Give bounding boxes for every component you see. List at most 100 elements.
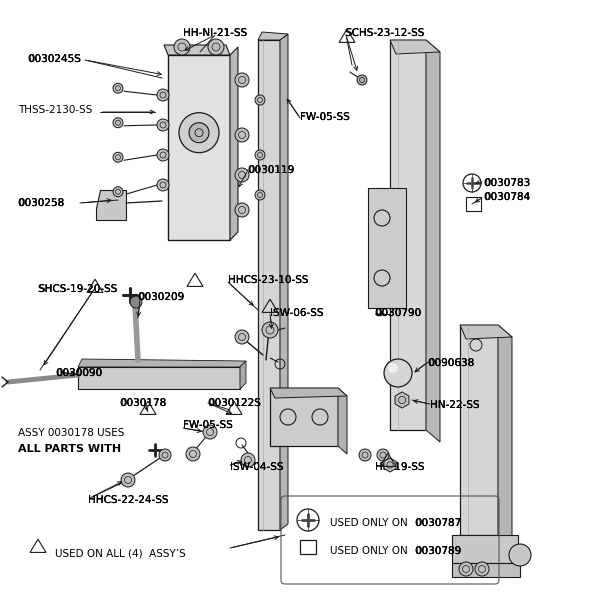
Text: USED ON ALL (4)  ASSY’S: USED ON ALL (4) ASSY’S	[55, 548, 186, 558]
Text: 0030178: 0030178	[120, 398, 166, 408]
Text: 0030122S: 0030122S	[208, 398, 260, 408]
Text: HHCS-22-24-SS: HHCS-22-24-SS	[88, 495, 169, 505]
Text: SHCS-19-20-SS: SHCS-19-20-SS	[38, 284, 117, 294]
Text: 0030784: 0030784	[484, 192, 530, 202]
Polygon shape	[96, 190, 126, 220]
Text: SHCS-19-20-SS: SHCS-19-20-SS	[38, 284, 117, 294]
Circle shape	[189, 122, 209, 143]
Text: HH-NI-21-SS: HH-NI-21-SS	[183, 28, 247, 38]
Circle shape	[157, 89, 169, 101]
Text: 0030790: 0030790	[375, 308, 421, 318]
Text: 0030789: 0030789	[415, 546, 461, 556]
Polygon shape	[258, 40, 280, 530]
Text: THSS-2130-SS: THSS-2130-SS	[18, 105, 92, 115]
Text: 0030258: 0030258	[18, 198, 64, 208]
Circle shape	[475, 562, 489, 576]
Circle shape	[235, 168, 249, 182]
Text: FW-05-SS: FW-05-SS	[183, 420, 233, 430]
Text: ALL PARTS WITH: ALL PARTS WITH	[18, 444, 121, 454]
Polygon shape	[270, 388, 338, 446]
Text: 0030783: 0030783	[484, 178, 530, 188]
Circle shape	[509, 544, 531, 566]
Circle shape	[113, 152, 123, 162]
Text: USED ONLY ON: USED ONLY ON	[330, 546, 408, 556]
Text: 0030090: 0030090	[56, 368, 102, 378]
Circle shape	[174, 39, 190, 55]
Text: FW-05-SS: FW-05-SS	[300, 112, 350, 122]
Text: HN-22-SS: HN-22-SS	[430, 400, 479, 410]
Circle shape	[130, 296, 142, 308]
Polygon shape	[395, 392, 409, 408]
Text: HN-19-SS: HN-19-SS	[375, 462, 425, 472]
Polygon shape	[368, 188, 406, 308]
Circle shape	[186, 447, 200, 461]
Polygon shape	[230, 47, 238, 240]
Text: 0030245S: 0030245S	[28, 54, 80, 64]
Polygon shape	[258, 32, 288, 40]
Text: ISW-04-SS: ISW-04-SS	[230, 462, 283, 472]
Polygon shape	[460, 325, 512, 339]
Polygon shape	[498, 325, 512, 547]
Text: 0030787: 0030787	[415, 518, 461, 528]
Polygon shape	[390, 40, 426, 430]
Circle shape	[159, 449, 171, 461]
Text: 0030784: 0030784	[484, 192, 530, 202]
Circle shape	[157, 179, 169, 191]
Polygon shape	[452, 563, 520, 577]
Circle shape	[157, 119, 169, 131]
Text: ISW-04-SS: ISW-04-SS	[230, 462, 283, 472]
Polygon shape	[78, 367, 240, 389]
Polygon shape	[168, 55, 230, 240]
Bar	[300, 540, 316, 554]
Circle shape	[235, 203, 249, 217]
Circle shape	[255, 95, 265, 105]
Text: FW-05-SS: FW-05-SS	[300, 112, 350, 122]
Polygon shape	[164, 45, 230, 55]
Polygon shape	[390, 40, 440, 54]
Circle shape	[121, 473, 135, 487]
Text: 0030787: 0030787	[415, 518, 461, 528]
Polygon shape	[384, 458, 396, 472]
Circle shape	[255, 150, 265, 160]
Polygon shape	[338, 388, 347, 454]
Circle shape	[113, 187, 123, 197]
Text: 0030209: 0030209	[138, 292, 184, 302]
Text: HN-19-SS: HN-19-SS	[375, 462, 425, 472]
Polygon shape	[270, 388, 347, 398]
Polygon shape	[280, 34, 288, 530]
Text: 0030245S: 0030245S	[28, 54, 80, 64]
Text: HN-22-SS: HN-22-SS	[430, 400, 479, 410]
Circle shape	[113, 118, 123, 128]
Text: 0090638: 0090638	[428, 358, 474, 368]
Polygon shape	[240, 361, 246, 389]
Circle shape	[179, 113, 219, 152]
Circle shape	[377, 449, 389, 461]
Text: SCHS-23-12-SS: SCHS-23-12-SS	[345, 28, 424, 38]
Text: 0030790: 0030790	[375, 308, 421, 318]
Circle shape	[241, 453, 255, 467]
Circle shape	[459, 562, 473, 576]
Text: HH-NI-21-SS: HH-NI-21-SS	[183, 28, 247, 38]
Text: FW-05-SS: FW-05-SS	[183, 420, 233, 430]
Circle shape	[359, 449, 371, 461]
Circle shape	[357, 75, 367, 85]
Text: 0030789: 0030789	[415, 546, 461, 556]
Text: 0030209: 0030209	[138, 292, 184, 302]
Circle shape	[235, 73, 249, 87]
Circle shape	[113, 83, 123, 93]
Polygon shape	[460, 325, 498, 535]
Text: ISW-06-SS: ISW-06-SS	[270, 308, 323, 318]
Circle shape	[384, 359, 412, 387]
Text: SCHS-23-12-SS: SCHS-23-12-SS	[345, 28, 424, 38]
Polygon shape	[78, 359, 246, 367]
Text: ASSY 0030178 USES: ASSY 0030178 USES	[18, 428, 124, 438]
Circle shape	[235, 330, 249, 344]
Text: 0030783: 0030783	[484, 178, 530, 188]
Text: 0030178: 0030178	[120, 398, 166, 408]
Text: 0030119: 0030119	[248, 165, 294, 175]
Text: 0090638: 0090638	[428, 358, 474, 368]
Text: 0030122S: 0030122S	[208, 398, 260, 408]
Text: 0030258: 0030258	[18, 198, 64, 208]
Text: HHCS-23-10-SS: HHCS-23-10-SS	[228, 275, 308, 285]
Circle shape	[262, 322, 278, 338]
